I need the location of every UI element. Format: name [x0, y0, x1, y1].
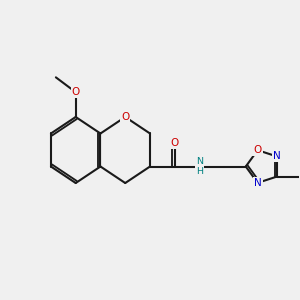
Text: O: O — [72, 87, 80, 97]
Text: N
H: N H — [196, 157, 203, 176]
Text: N: N — [254, 178, 262, 188]
Text: O: O — [171, 138, 179, 148]
Text: N: N — [273, 152, 281, 161]
Text: O: O — [254, 145, 262, 155]
Text: O: O — [121, 112, 129, 122]
